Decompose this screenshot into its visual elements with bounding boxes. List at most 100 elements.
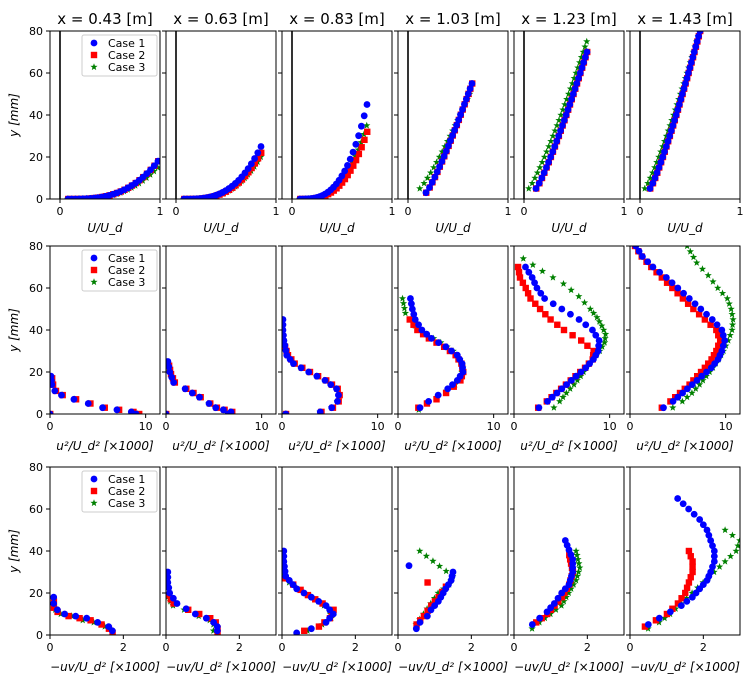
data-point — [524, 290, 532, 297]
x-tick-label: 1 — [737, 205, 744, 218]
data-point — [736, 536, 740, 544]
data-point — [555, 116, 563, 124]
data-point — [684, 246, 690, 250]
data-point — [438, 158, 446, 165]
data-point — [344, 171, 351, 179]
data-point — [571, 85, 579, 93]
data-point — [644, 621, 652, 628]
data-point — [282, 337, 288, 344]
data-series — [296, 101, 371, 199]
data-point — [166, 358, 172, 365]
data-point — [428, 602, 435, 609]
data-point — [527, 295, 534, 302]
data-point — [447, 137, 454, 145]
data-series — [528, 537, 584, 632]
data-point — [514, 263, 522, 271]
column-title: x = 0.83 [m] — [289, 10, 384, 28]
column-title: x = 1.43 [m] — [637, 10, 732, 28]
legend-marker — [90, 278, 98, 286]
x-tick-label: 2 — [584, 641, 591, 654]
data-point — [687, 574, 694, 581]
data-point — [108, 627, 116, 635]
data-point — [358, 144, 365, 151]
legend-label: Case 3 — [108, 276, 145, 289]
data-point — [671, 116, 678, 124]
data-point — [709, 563, 716, 571]
x-axis-label: U/U_d — [667, 221, 703, 235]
panel: 0 1 U/U_d — [162, 30, 280, 235]
data-point — [533, 168, 542, 176]
data-point — [716, 337, 724, 344]
axes-frame — [629, 466, 741, 636]
x-axis-label: −uv/U_d² [×1000] — [282, 660, 392, 674]
data-point — [453, 121, 461, 129]
data-point — [713, 326, 720, 334]
data-point — [632, 246, 640, 250]
panel: 0 10 u²/U_d² [×1000] — [510, 245, 625, 453]
data-point — [341, 175, 349, 183]
data-point — [659, 142, 667, 150]
data-point — [315, 623, 323, 630]
data-point — [577, 368, 585, 376]
data-point — [83, 614, 91, 622]
data-point — [668, 279, 676, 287]
data-point — [536, 163, 544, 171]
data-point — [713, 347, 720, 355]
data-point — [564, 106, 572, 114]
data-point — [723, 294, 731, 302]
column-title: x = 1.03 [m] — [405, 10, 500, 28]
data-point — [352, 156, 360, 164]
data-point — [549, 132, 557, 140]
data-series — [166, 568, 221, 635]
x-axis-label: u²/U_d² [×1000] — [404, 439, 502, 453]
data-point — [686, 247, 694, 255]
data-point — [351, 152, 360, 160]
data-point — [590, 347, 597, 355]
data-point — [352, 140, 360, 148]
data-point — [522, 284, 529, 292]
data-point — [410, 310, 418, 318]
data-point — [154, 157, 160, 165]
data-point — [560, 597, 568, 605]
data-point — [301, 627, 308, 634]
data-point — [575, 292, 583, 300]
data-point — [695, 32, 702, 40]
data-point — [416, 619, 424, 626]
legend-marker — [90, 51, 98, 59]
data-point — [170, 379, 178, 386]
data-point — [694, 373, 701, 380]
data-point — [641, 623, 649, 630]
panel: 0 2 −uv/U_d² [×1000] — [162, 466, 277, 674]
data-point — [727, 305, 735, 313]
data-point — [441, 142, 449, 150]
data-point — [400, 304, 409, 312]
data-point — [422, 552, 430, 560]
data-series — [641, 31, 704, 192]
data-point — [451, 126, 458, 134]
data-point — [721, 557, 729, 565]
data-point — [136, 410, 143, 414]
data-point — [553, 137, 561, 145]
data-point — [678, 595, 685, 602]
column-title: x = 0.63 [m] — [173, 10, 268, 28]
data-point — [561, 100, 569, 108]
data-point — [702, 372, 710, 380]
data-point — [598, 322, 606, 329]
legend-marker — [90, 475, 98, 483]
data-point — [411, 316, 419, 323]
data-point — [442, 147, 450, 155]
data-point — [683, 393, 691, 401]
data-point — [675, 101, 683, 108]
data-point — [142, 174, 151, 181]
data-point — [316, 408, 324, 414]
data-point — [718, 289, 727, 297]
data-point — [559, 105, 567, 113]
data-point — [538, 174, 546, 182]
data-point — [196, 610, 203, 618]
data-point — [655, 164, 663, 171]
data-point — [713, 321, 721, 329]
x-tick-label: 0 — [57, 205, 64, 218]
x-tick-label: 1 — [157, 205, 164, 218]
